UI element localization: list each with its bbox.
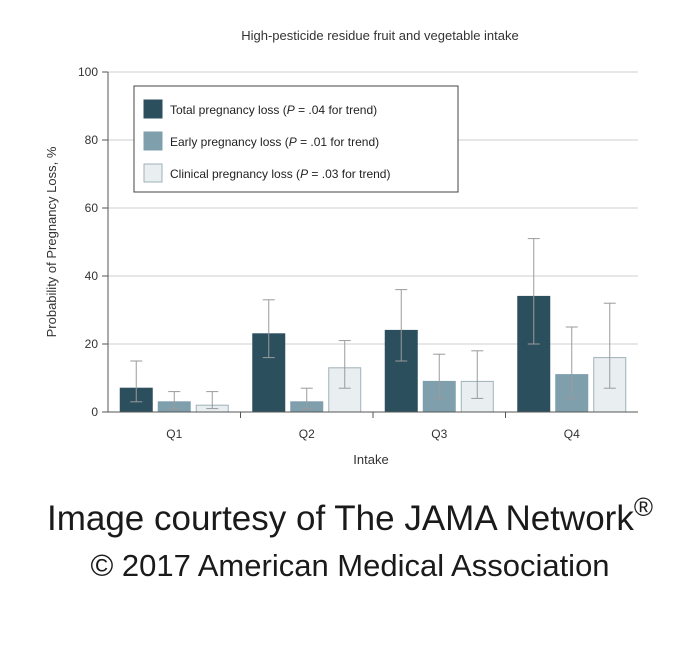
y-tick-label: 80 [85,133,99,147]
legend-swatch [143,131,163,151]
x-axis: Q1 Q2 Q3 Q4 [108,411,638,441]
credit-line-2: © 2017 American Medical Association [90,548,610,583]
y-axis-label: Probability of Pregnancy Loss, % [44,146,59,337]
legend-swatch [143,99,163,119]
credit-line-1: Image courtesy of The JAMA Network® [0,492,700,539]
legend-swatch [143,163,163,183]
x-tick-label: Q1 [166,427,182,441]
bars [119,295,627,413]
bar-chart: High-pesticide residue fruit and vegetab… [44,28,638,467]
x-axis-label: Intake [353,452,388,467]
y-tick-label: 40 [85,269,99,283]
error-bars [130,238,616,410]
legend-label: Early pregnancy loss (P = .01 for trend) [170,135,379,149]
legend-label: Clinical pregnancy loss (P = .03 for tre… [170,167,390,181]
y-tick-label: 100 [78,65,98,79]
x-tick-label: Q4 [564,427,580,441]
x-tick-label: Q3 [431,427,447,441]
legend: Total pregnancy loss (P = .04 for trend)… [133,85,459,193]
legend-box [133,85,459,193]
registered-mark: ® [633,492,653,522]
legend-label: Total pregnancy loss (P = .04 for trend) [170,103,377,117]
y-tick-label: 0 [91,405,98,419]
y-tick-label: 20 [85,337,99,351]
y-axis: 0 20 40 60 80 100 [78,65,109,419]
credit-text: Image courtesy of The JAMA Network [47,499,634,538]
chart-title: High-pesticide residue fruit and vegetab… [241,28,519,43]
x-tick-label: Q2 [299,427,315,441]
y-tick-label: 60 [85,201,99,215]
